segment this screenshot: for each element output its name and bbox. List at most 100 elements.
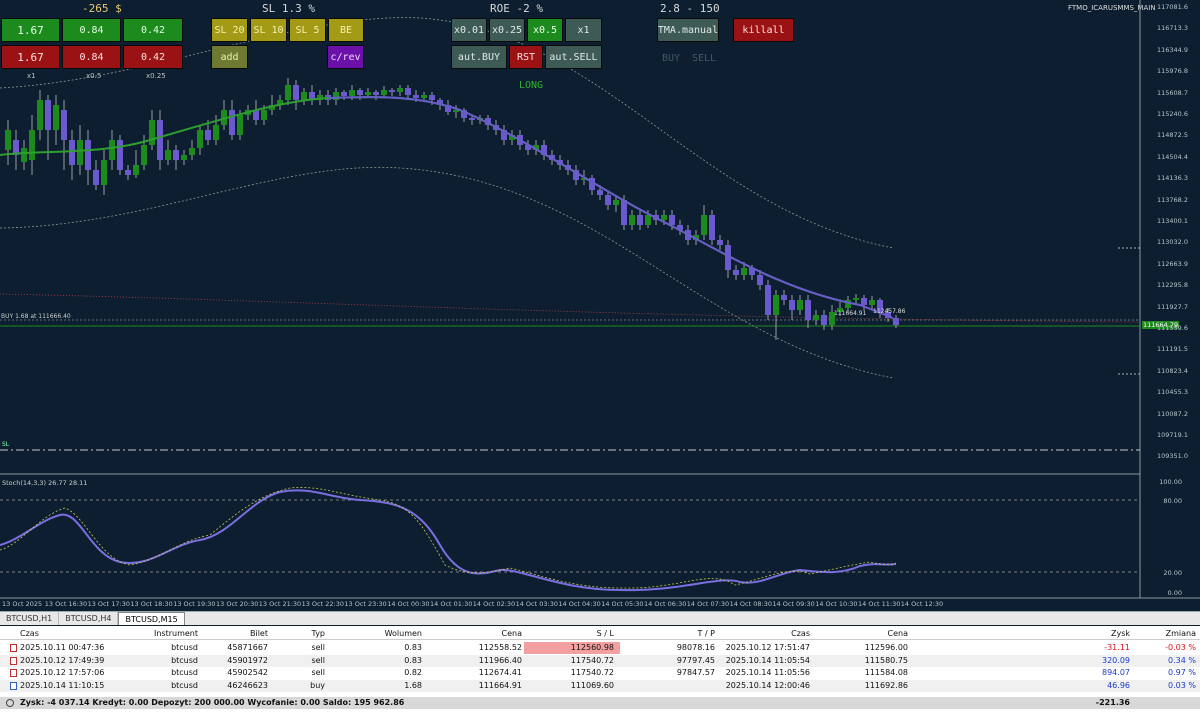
price-tick: 115976.8: [1156, 67, 1188, 76]
column-header[interactable]: Cena: [887, 629, 908, 638]
column-header[interactable]: Zmiana: [1165, 629, 1196, 638]
price-chart[interactable]: [0, 0, 1200, 610]
column-header[interactable]: Instrument: [153, 629, 198, 638]
candle-body: [453, 110, 459, 112]
candle-body: [845, 300, 851, 308]
candle-body: [709, 215, 715, 240]
time-tick: 14 Oct 05:30: [601, 600, 644, 608]
candle-body: [285, 85, 291, 100]
sell-lot-3-button[interactable]: 0.42: [123, 45, 183, 69]
candle-body: [221, 110, 227, 125]
candle-body: [141, 145, 147, 165]
balance-icon: [6, 699, 14, 707]
column-header[interactable]: Bilet: [250, 629, 268, 638]
table-row[interactable]: 2025.10.12 17:57:06 btcusd 45902542 sell 0.8…: [0, 667, 1200, 679]
candle-body: [533, 145, 539, 150]
column-header[interactable]: Typ: [311, 629, 325, 638]
table-cell: 2025.10.11 00:47:36: [20, 643, 105, 652]
lot-x0.5-button[interactable]: x0.5: [527, 18, 563, 42]
column-header[interactable]: Czas: [791, 629, 810, 638]
candle-body: [725, 245, 731, 270]
auto-buy-button[interactable]: aut.BUY: [451, 45, 507, 69]
tma-manual-button[interactable]: TMA.manual: [657, 18, 719, 42]
column-header[interactable]: Czas: [20, 629, 39, 638]
candle-body: [301, 92, 307, 100]
buy-lot-1-button[interactable]: 1.67: [1, 18, 60, 42]
sl-5-button[interactable]: SL 5: [289, 18, 326, 42]
candle-body: [893, 318, 899, 325]
rst-button[interactable]: RST: [509, 45, 543, 69]
time-tick: 13 Oct 20:30: [216, 600, 259, 608]
column-header[interactable]: Wolumen: [384, 629, 422, 638]
candle-body: [701, 215, 707, 235]
time-tick: 13 Oct 21:30: [258, 600, 302, 608]
column-header[interactable]: S / L: [596, 629, 614, 638]
table-cell: 1.68: [404, 680, 422, 690]
table-cell: 111069.60: [570, 680, 614, 690]
c-rev-button[interactable]: c/rev: [327, 45, 364, 69]
table-cell: 2025.10.14 11:05:54: [725, 655, 810, 665]
tab-btcusd-h1[interactable]: BTCUSD,H1: [0, 612, 60, 625]
sl-10-button[interactable]: SL 10: [250, 18, 287, 42]
column-header[interactable]: Zysk: [1110, 629, 1130, 638]
candle-body: [149, 120, 155, 145]
candle-body: [613, 200, 619, 205]
table-row[interactable]: 2025.10.11 00:47:36 btcusd 45871667 sell 0.8…: [0, 642, 1200, 654]
candle-body: [109, 140, 115, 160]
balance-summary-row: Zysk: -4 037.14 Kredyt: 0.00 Depozyt: 20…: [0, 697, 1200, 709]
table-row[interactable]: 2025.10.14 11:10:15 btcusd 46246623 buy 1.68…: [0, 679, 1200, 692]
candle-body: [853, 298, 859, 300]
buy-lot-3-button[interactable]: 0.42: [123, 18, 183, 42]
candle-body: [805, 300, 811, 320]
candle-body: [13, 140, 19, 155]
candle-body: [869, 300, 875, 305]
time-tick: 13 Oct 19:30: [173, 600, 216, 608]
candle-body: [61, 110, 67, 140]
table-row[interactable]: 2025.10.12 17:49:39 btcusd 45901972 sell 0.8…: [0, 654, 1200, 667]
table-header[interactable]: Czas Instrument Bilet Typ Wolumen Cena S / L T …: [0, 628, 1200, 640]
time-tick: 14 Oct 10:30: [815, 600, 858, 608]
sell-ghost-label[interactable]: SELL: [692, 53, 717, 64]
column-header[interactable]: Cena: [501, 629, 522, 638]
buy-lot-2-button[interactable]: 0.84: [62, 18, 121, 42]
table-cell: 2025.10.12 17:57:06: [20, 668, 105, 677]
sell-lot-2-button[interactable]: 0.84: [62, 45, 121, 69]
candle-body: [877, 300, 883, 312]
candle-body: [229, 110, 235, 135]
table-cell: 320.09: [1102, 655, 1130, 665]
price-tick: 117081.6: [1156, 3, 1188, 11]
sell-lot-1-button[interactable]: 1.67: [1, 45, 60, 69]
lot-x0.01-button[interactable]: x0.01: [451, 18, 487, 42]
time-tick: 13 Oct 18:30: [130, 600, 173, 608]
price-tick: 115240.6: [1156, 110, 1188, 118]
time-tick: 13 Oct 23:30: [344, 600, 387, 608]
candle-body: [765, 285, 771, 315]
sl-20-button[interactable]: SL 20: [211, 18, 248, 42]
candle-body: [189, 148, 195, 155]
lot-x0.25-button[interactable]: x0.25: [489, 18, 525, 42]
lot-x1-button[interactable]: x1: [565, 18, 602, 42]
be-button[interactable]: BE: [328, 18, 364, 42]
buy-ghost-label[interactable]: BUY: [662, 53, 681, 64]
order-label-1: 111664.91: [834, 310, 867, 317]
price-tick: 116713.3: [1156, 24, 1188, 33]
auto-sell-button[interactable]: aut.SELL: [545, 45, 602, 69]
sell-order-icon: [10, 656, 17, 665]
sl-line-label: SL: [2, 441, 10, 448]
killall-button[interactable]: killall: [733, 18, 794, 42]
price-tick: 110087.2: [1156, 409, 1188, 418]
candle-body: [253, 110, 259, 120]
table-cell: 111580.75: [864, 655, 908, 665]
candle-body: [573, 170, 579, 180]
tab-btcusd-m15[interactable]: BTCUSD,M15: [118, 612, 185, 625]
column-header[interactable]: T / P: [697, 629, 716, 638]
time-tick: 14 Oct 02:30: [472, 600, 516, 608]
add-button[interactable]: add: [211, 45, 248, 69]
tab-btcusd-h4[interactable]: BTCUSD,H4: [59, 612, 119, 625]
lower-band: [0, 166, 894, 379]
time-tick: 13 Oct 22:30: [301, 600, 344, 608]
long-label: LONG: [519, 80, 544, 91]
chart-area[interactable]: -265 $ SL 1.3 % ROE -2 % 2.8 - 150 FTMO_…: [0, 0, 1200, 610]
candle-body: [669, 215, 675, 225]
price-tick: 109719.1: [1156, 431, 1188, 439]
